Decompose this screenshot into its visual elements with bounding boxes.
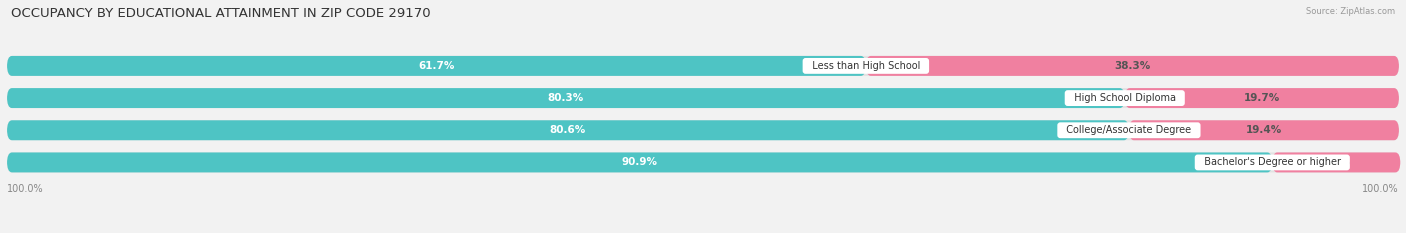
- Text: 80.6%: 80.6%: [550, 125, 586, 135]
- FancyBboxPatch shape: [7, 88, 1125, 108]
- Text: 100.0%: 100.0%: [1362, 184, 1399, 194]
- Text: 9.2%: 9.2%: [1322, 158, 1351, 168]
- FancyBboxPatch shape: [7, 152, 1399, 172]
- Text: 100.0%: 100.0%: [7, 184, 44, 194]
- FancyBboxPatch shape: [1272, 152, 1400, 172]
- Text: Source: ZipAtlas.com: Source: ZipAtlas.com: [1306, 7, 1395, 16]
- Text: Less than High School: Less than High School: [806, 61, 927, 71]
- FancyBboxPatch shape: [7, 120, 1129, 140]
- Text: 80.3%: 80.3%: [548, 93, 583, 103]
- Text: 90.9%: 90.9%: [621, 158, 658, 168]
- FancyBboxPatch shape: [7, 56, 866, 76]
- Text: OCCUPANCY BY EDUCATIONAL ATTAINMENT IN ZIP CODE 29170: OCCUPANCY BY EDUCATIONAL ATTAINMENT IN Z…: [11, 7, 430, 20]
- Text: Bachelor's Degree or higher: Bachelor's Degree or higher: [1198, 158, 1347, 168]
- Text: 38.3%: 38.3%: [1115, 61, 1150, 71]
- FancyBboxPatch shape: [7, 152, 1272, 172]
- FancyBboxPatch shape: [7, 56, 1399, 76]
- Text: 19.7%: 19.7%: [1244, 93, 1279, 103]
- FancyBboxPatch shape: [7, 120, 1399, 140]
- Text: College/Associate Degree: College/Associate Degree: [1060, 125, 1198, 135]
- Text: 19.4%: 19.4%: [1246, 125, 1282, 135]
- Text: High School Diploma: High School Diploma: [1067, 93, 1182, 103]
- FancyBboxPatch shape: [866, 56, 1399, 76]
- Text: 61.7%: 61.7%: [418, 61, 454, 71]
- FancyBboxPatch shape: [7, 88, 1399, 108]
- FancyBboxPatch shape: [1125, 88, 1399, 108]
- FancyBboxPatch shape: [1129, 120, 1399, 140]
